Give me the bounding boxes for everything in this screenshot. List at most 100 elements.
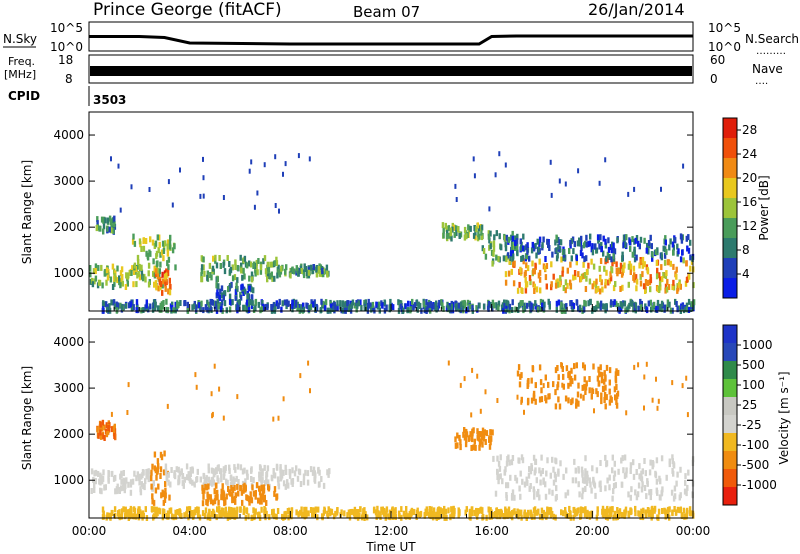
station-title: Prince George (fitACF)	[93, 0, 282, 20]
range-gate-cell	[629, 509, 632, 516]
range-gate-cell	[637, 240, 640, 247]
range-gate-cell	[487, 230, 490, 237]
range-gate-cell	[253, 204, 256, 210]
range-gate-cell	[539, 287, 542, 294]
range-gate-cell	[509, 250, 513, 257]
range-gate-cell	[682, 163, 685, 169]
range-gate-cell	[579, 393, 582, 399]
range-gate-cell	[312, 301, 315, 308]
range-gate-cell	[242, 304, 245, 311]
range-gate-cell	[241, 480, 245, 487]
range-gate-cell	[546, 509, 549, 516]
range-gate-cell	[103, 484, 106, 491]
range-gate-cell	[157, 285, 160, 292]
range-gate-cell	[457, 512, 460, 519]
range-gate-cell	[490, 435, 493, 442]
range-gate-cell	[538, 269, 542, 276]
range-gate-cell	[126, 509, 129, 516]
range-gate-cell	[588, 387, 591, 394]
range-gate-cell	[151, 306, 155, 313]
range-gate-cell	[311, 267, 315, 274]
range-gate-cell	[159, 302, 162, 309]
range-gate-cell	[635, 494, 639, 501]
range-gate-cell	[658, 272, 661, 279]
range-gate-cell	[603, 370, 606, 377]
range-gate-cell	[459, 439, 462, 446]
range-gate-cell	[315, 271, 319, 278]
range-gate-cell	[548, 245, 551, 251]
range-gate-cell	[509, 511, 512, 518]
range-gate-cell	[468, 513, 471, 520]
range-gate-cell	[140, 307, 143, 314]
range-gate-cell	[99, 487, 102, 494]
range-gate-cell	[649, 274, 652, 281]
range-gate-cell	[520, 245, 523, 252]
range-gate-cell	[520, 255, 523, 262]
range-gate-cell	[658, 280, 662, 287]
range-gate-cell	[103, 424, 106, 431]
range-gate-cell	[136, 471, 139, 478]
range-gate-cell	[236, 463, 240, 470]
range-gate-cell	[400, 305, 404, 312]
range-gate-cell	[208, 509, 211, 516]
range-gate-cell	[533, 493, 536, 500]
range-gate-cell	[144, 506, 147, 513]
range-gate-cell	[583, 477, 586, 484]
range-gate-cell	[555, 234, 558, 241]
range-gate-cell	[104, 484, 107, 491]
range-gate-cell	[616, 507, 619, 513]
range-gate-cell	[293, 303, 296, 309]
range-gate-cell	[533, 513, 536, 520]
range-gate-cell	[471, 506, 474, 513]
range-gate-cell	[672, 495, 676, 502]
range-gate-cell	[517, 302, 521, 309]
range-gate-cell	[519, 493, 522, 500]
range-gate-cell	[156, 468, 159, 475]
range-gate-cell	[161, 240, 165, 247]
range-gate-cell	[258, 471, 261, 478]
range-gate-cell	[674, 509, 678, 516]
range-gate-cell	[528, 485, 531, 492]
range-gate-cell	[245, 507, 248, 514]
range-gate-cell	[542, 236, 545, 243]
range-gate-cell	[591, 243, 594, 250]
range-gate-cell	[264, 510, 267, 517]
range-gate-cell	[581, 477, 585, 484]
range-gate-cell	[671, 241, 675, 248]
colorbar-frame	[722, 117, 738, 299]
range-gate-cell	[529, 468, 533, 475]
range-gate-cell	[584, 486, 587, 492]
range-gate-cell	[161, 514, 165, 521]
range-gate-cell	[497, 305, 500, 312]
range-gate-cell	[583, 272, 587, 278]
nsearch-label: N.Search	[745, 32, 799, 46]
range-gate-cell	[685, 235, 688, 242]
range-gate-cell	[624, 307, 627, 314]
range-gate-cell	[646, 280, 650, 286]
range-gate-cell	[137, 259, 140, 266]
date-label: 26/Jan/2014	[588, 0, 685, 19]
range-gate-cell	[213, 498, 217, 505]
range-gate-cell	[618, 508, 622, 515]
range-gate-cell	[234, 289, 238, 296]
range-gate-cell	[458, 233, 461, 239]
range-gate-cell	[116, 277, 119, 284]
range-gate-cell	[523, 511, 526, 518]
range-gate-cell	[270, 305, 274, 312]
range-gate-cell	[119, 513, 122, 520]
colorbar-tick-label: -1000	[742, 478, 777, 492]
range-gate-cell	[341, 301, 345, 307]
range-gate-cell	[158, 278, 161, 285]
range-gate-cell	[561, 382, 564, 388]
colorbar-swatch	[723, 415, 737, 434]
range-gate-cell	[175, 466, 178, 473]
range-gate-cell	[254, 509, 257, 516]
range-gate-cell	[101, 282, 104, 289]
range-gate-cell	[260, 498, 263, 505]
range-gate-cell	[672, 263, 675, 270]
range-gate-cell	[356, 302, 359, 309]
range-gate-cell	[621, 302, 624, 309]
range-gate-cell	[564, 511, 568, 518]
range-gate-cell	[583, 306, 586, 313]
